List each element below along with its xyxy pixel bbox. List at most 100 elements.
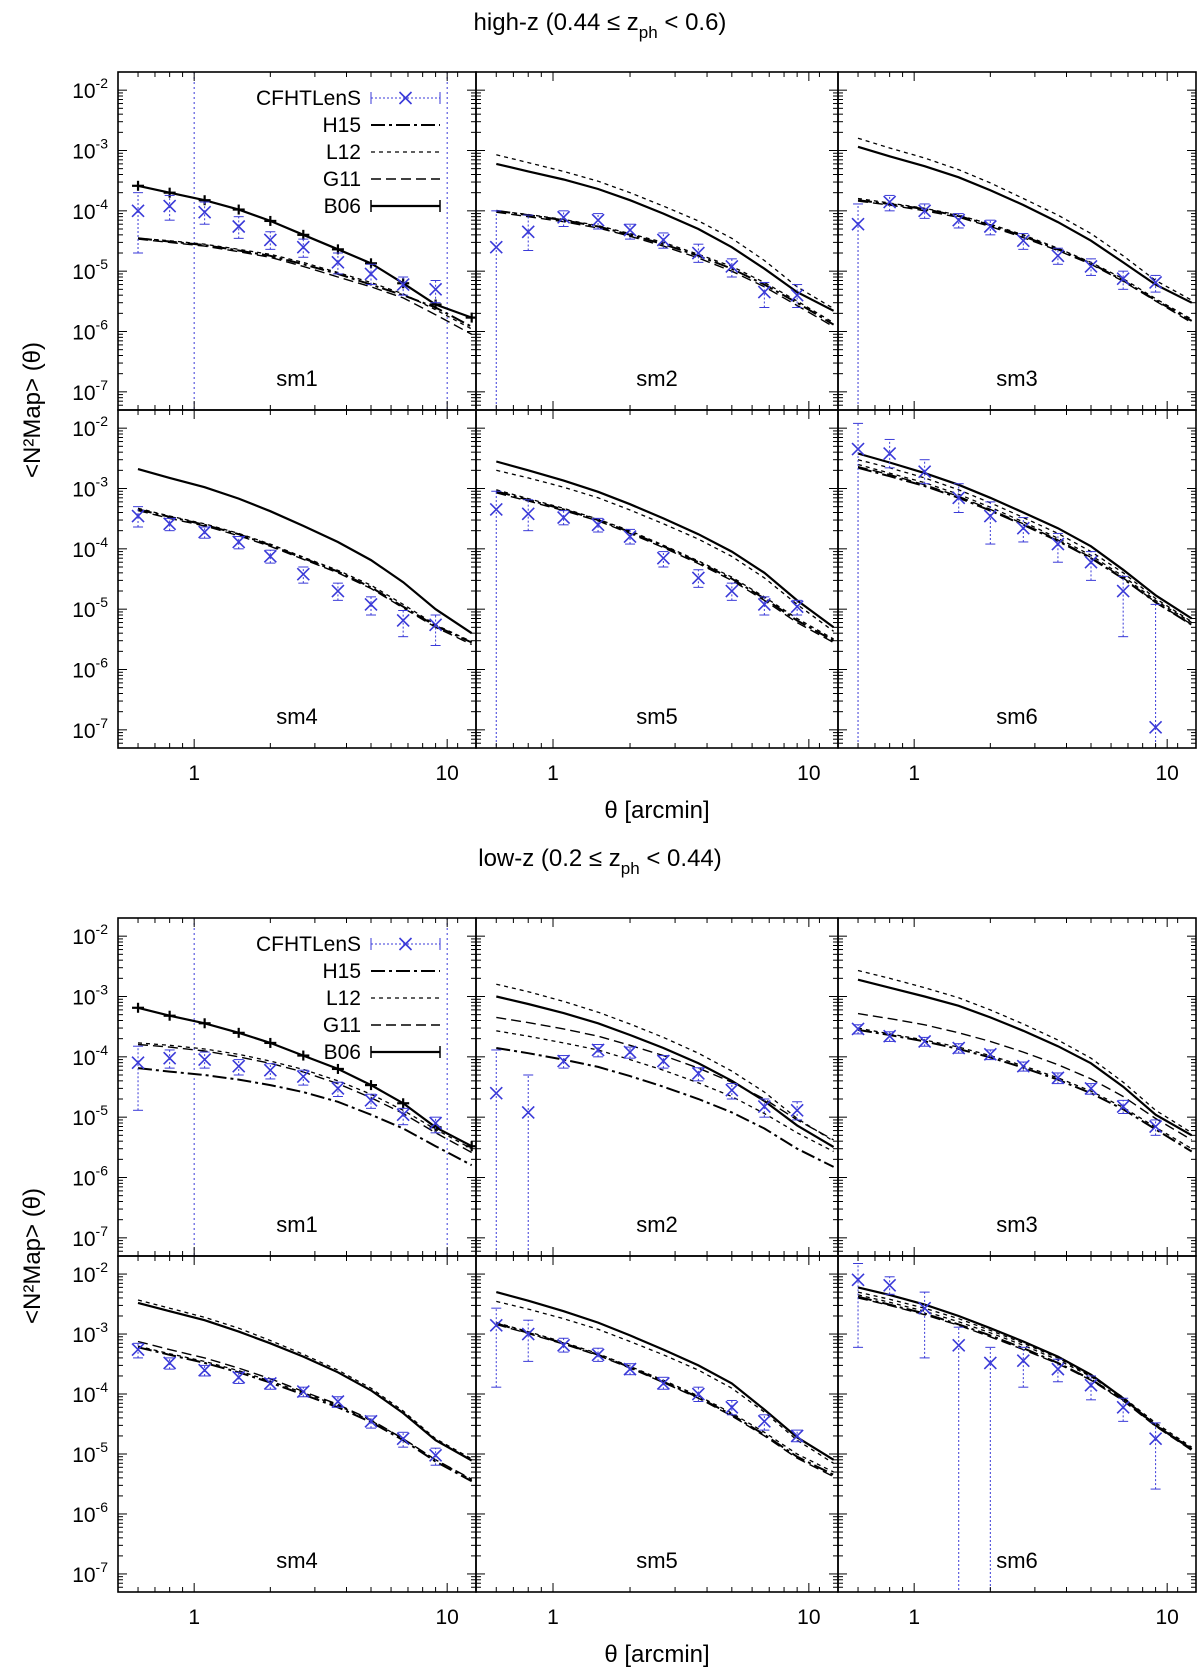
cfhtlens-point [198, 525, 212, 539]
cfhtlens-point [691, 246, 705, 260]
tick-base: 10 [72, 539, 95, 562]
series-L12 [137, 237, 473, 330]
tick-exponent: -4 [96, 1379, 109, 1395]
cfhtlens-point [591, 1348, 605, 1362]
series-H15 [857, 1028, 1193, 1153]
cfhtlens-point [691, 1066, 705, 1081]
cfhtlens-point [952, 1338, 966, 1352]
series-B06 [496, 162, 835, 312]
series-H15 [496, 1047, 835, 1168]
cfhtlens-point [263, 549, 277, 563]
tick-base: 10 [72, 478, 95, 501]
cfhtlens-point [851, 217, 865, 231]
series-G11 [137, 509, 473, 646]
cfhtlens-point [198, 1363, 212, 1377]
plot-area [489, 154, 835, 410]
legend-label: B06 [324, 195, 361, 218]
cfhtlens-point [331, 1394, 345, 1409]
x-tick-label: 10 [435, 762, 458, 785]
x-tick-label: 10 [797, 762, 820, 785]
series-H15 [137, 1346, 473, 1483]
low-z-panel-sm2: sm2 [475, 917, 839, 1257]
cfhtlens-point [883, 195, 897, 209]
cfhtlens-point [757, 1414, 771, 1428]
series-L12-upper [496, 1300, 834, 1464]
tick-base: 10 [72, 1444, 95, 1467]
cfhtlens-point [521, 507, 535, 521]
plot-area [131, 918, 476, 1256]
tick-base: 10 [72, 1264, 95, 1287]
cfhtlens-point [790, 600, 804, 614]
panel-frame [837, 1255, 1197, 1593]
panel-label: sm1 [276, 1212, 318, 1237]
tick-exponent: -3 [96, 135, 109, 151]
cfhtlens-point [623, 529, 637, 544]
series-G11 [857, 1297, 1193, 1451]
cfhtlens-point [1051, 249, 1065, 263]
series-H15 [496, 490, 835, 642]
tick-exponent: -7 [96, 1559, 109, 1575]
cfhtlens-point [364, 1414, 378, 1428]
cfhtlens-point [1116, 272, 1130, 286]
panel-label: sm1 [276, 366, 318, 391]
tick-exponent: -2 [96, 1259, 109, 1275]
cfhtlens-point [232, 219, 246, 234]
tick-base: 10 [72, 1047, 95, 1070]
x-tick-label: 1 [188, 762, 200, 785]
cfhtlens-point [952, 213, 966, 227]
panel-label: sm6 [996, 704, 1038, 729]
tick-base: 10 [72, 1564, 95, 1587]
cfhtlens-point [232, 1059, 246, 1073]
cfhtlens-point [331, 584, 345, 598]
cfhtlens-point [263, 1376, 277, 1391]
series-G11 [137, 1043, 473, 1154]
series-H15 [857, 199, 1193, 322]
tick-base: 10 [72, 986, 95, 1009]
cfhtlens-point [521, 1105, 535, 1119]
tick-exponent: -7 [96, 715, 109, 731]
cfhtlens-point [952, 1041, 966, 1055]
plot-area [131, 72, 476, 410]
panel-label: sm5 [636, 704, 678, 729]
cfhtlens-point [883, 1278, 897, 1292]
tick-exponent: -6 [96, 1499, 109, 1515]
x-tick-label: 1 [908, 1606, 920, 1629]
series-L12 [496, 1030, 834, 1153]
legend-marker [398, 937, 413, 951]
y-axis-label: <N²Map> (θ) [19, 342, 46, 478]
tick-exponent: -3 [96, 1319, 109, 1335]
series-B06 [857, 1286, 1193, 1451]
series-L12-upper [857, 459, 1193, 623]
cfhtlens-point [952, 491, 966, 505]
panel-frame [475, 409, 839, 749]
plot-area [131, 468, 473, 646]
tick-exponent: -5 [96, 1102, 109, 1118]
legend: CFHTLenS H15 L12 G11 B06 [256, 933, 441, 1064]
x-tick-label: 10 [1155, 1606, 1178, 1629]
x-tick-label: 1 [188, 1606, 200, 1629]
plot-area [851, 422, 1193, 748]
tick-base: 10 [72, 1107, 95, 1130]
y-tick-label: 10-2 [72, 921, 108, 949]
tick-exponent: -3 [96, 981, 109, 997]
series-B06 [496, 460, 835, 629]
series-L12-upper [137, 468, 473, 634]
series-L12 [137, 1042, 473, 1150]
cfhtlens-point [131, 204, 145, 218]
cfhtlens-point [623, 223, 637, 237]
tick-exponent: -6 [96, 317, 109, 333]
cfhtlens-point [757, 1099, 771, 1114]
title-main: low-z (0.2 ≤ z [478, 845, 621, 872]
cfhtlens-point [489, 502, 503, 516]
series-H15 [137, 508, 473, 644]
tick-exponent: -6 [96, 1163, 109, 1179]
cfhtlens-point [918, 1034, 932, 1048]
low-z-panel-sm5: 1 10 sm5 [475, 1255, 839, 1629]
tick-exponent: -2 [96, 921, 109, 937]
tick-exponent: -7 [96, 377, 109, 393]
series-L12-upper [496, 983, 834, 1142]
tick-base: 10 [72, 418, 95, 441]
panel-frame [837, 917, 1197, 1257]
tick-exponent: -5 [96, 256, 109, 272]
series-L12 [857, 1294, 1193, 1448]
